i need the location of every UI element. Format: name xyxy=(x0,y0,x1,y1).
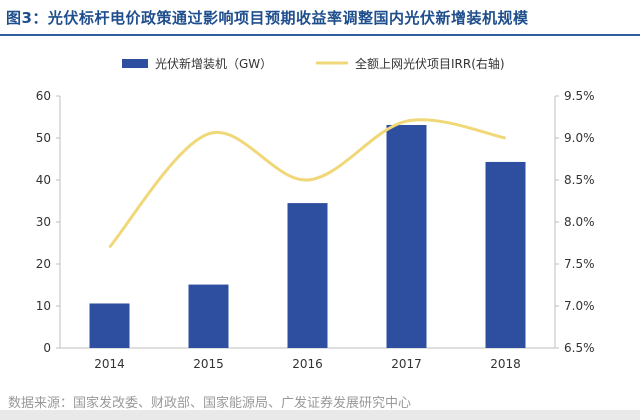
left-tick-label: 60 xyxy=(36,89,51,103)
right-tick-label: 9.0% xyxy=(564,131,595,145)
chart-title: 图3：光伏标杆电价政策通过影响项目预期收益率调整国内光伏新增装机规模 xyxy=(6,9,529,27)
source-note: 数据来源：国家发改委、财政部、国家能源局、广发证券发展研究中心 xyxy=(8,396,412,411)
irr-point-2015 xyxy=(208,133,209,135)
legend: 光伏新增装机（GW） 全额上网光伏项目IRR(右轴) xyxy=(122,56,505,71)
right-tick-label: 7.0% xyxy=(564,299,595,313)
footer-band xyxy=(0,410,640,420)
right-tick-label: 7.5% xyxy=(564,257,595,271)
bar-2014 xyxy=(89,303,130,348)
bar-2016 xyxy=(287,203,328,348)
left-axis-ticks: 0 10 20 30 40 50 60 xyxy=(36,89,60,355)
legend-bar-swatch xyxy=(122,59,148,68)
bar-2017 xyxy=(386,124,427,348)
left-tick-label: 50 xyxy=(36,131,51,145)
right-tick-label: 8.5% xyxy=(564,173,595,187)
x-tick-label: 2018 xyxy=(490,357,521,371)
irr-point-2018 xyxy=(505,137,506,139)
bar-2018 xyxy=(485,161,526,348)
x-axis-labels: 2014 2015 2016 2017 2018 xyxy=(94,357,521,371)
right-axis-ticks: 6.5% 7.0% 7.5% 8.0% 8.5% 9.0% 9.5% xyxy=(555,89,595,355)
x-tick-label: 2016 xyxy=(292,357,323,371)
right-tick-label: 8.0% xyxy=(564,215,595,229)
legend-line-label: 全额上网光伏项目IRR(右轴) xyxy=(355,56,505,71)
irr-point-2014 xyxy=(109,246,110,248)
left-tick-label: 10 xyxy=(36,299,51,313)
x-tick-label: 2015 xyxy=(193,357,224,371)
left-tick-label: 30 xyxy=(36,215,51,229)
irr-point-2017 xyxy=(406,120,407,122)
bar-2015 xyxy=(188,284,229,348)
irr-point-2016 xyxy=(307,179,308,181)
left-tick-label: 0 xyxy=(43,341,51,355)
left-tick-label: 40 xyxy=(36,173,51,187)
x-tick-label: 2017 xyxy=(391,357,422,371)
legend-bar-label: 光伏新增装机（GW） xyxy=(155,56,272,71)
x-tick-label: 2014 xyxy=(94,357,125,371)
left-tick-label: 20 xyxy=(36,257,51,271)
line-series xyxy=(108,118,506,249)
right-tick-label: 9.5% xyxy=(564,89,595,103)
bar-series xyxy=(89,124,526,348)
title-divider xyxy=(0,34,640,36)
right-tick-label: 6.5% xyxy=(564,341,595,355)
